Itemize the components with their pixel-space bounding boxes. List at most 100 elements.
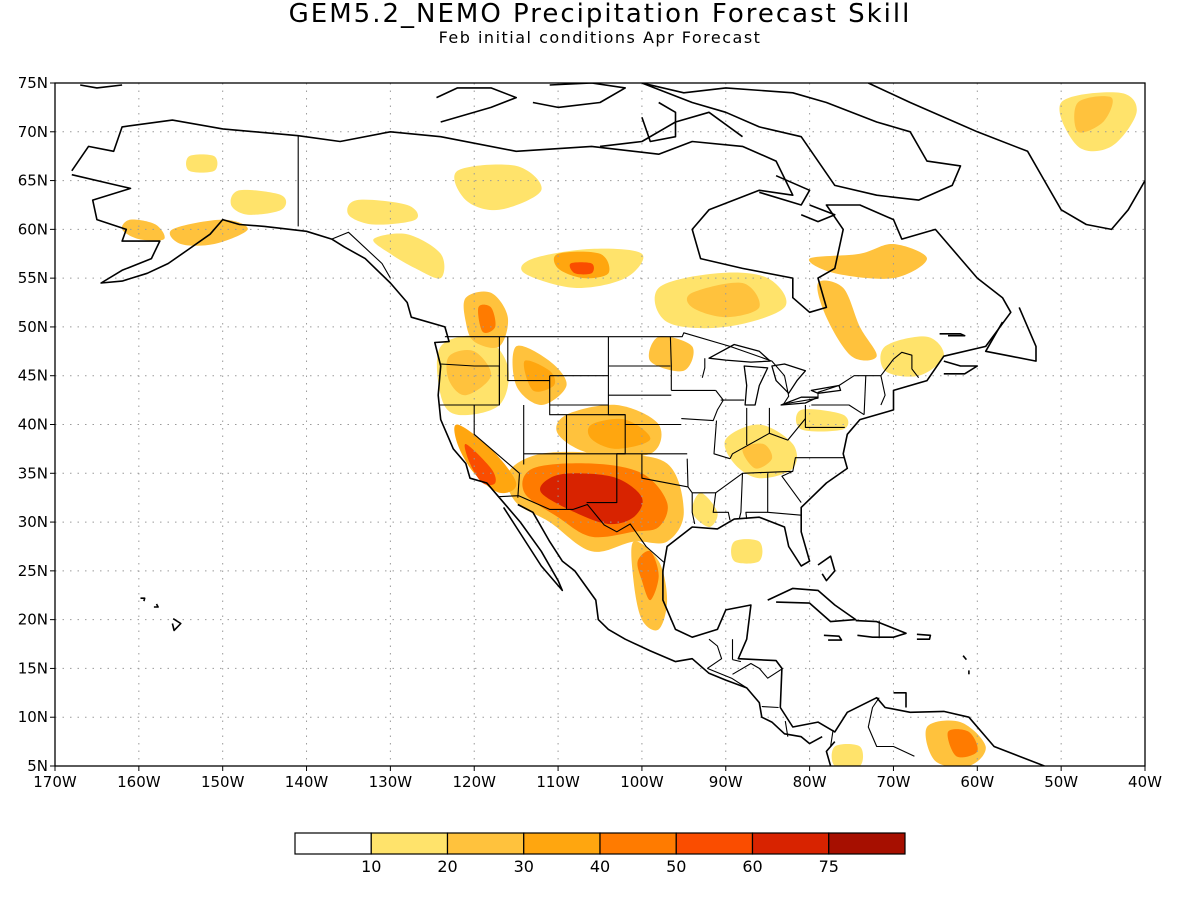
skill-region: [478, 304, 496, 334]
political-boundary: [863, 375, 867, 415]
colorbar-segment: [751, 832, 830, 855]
political-boundary: [738, 473, 744, 520]
political-boundary: [641, 453, 693, 494]
colorbar-segment: [294, 832, 372, 855]
political-boundary: [473, 405, 520, 474]
skill-region: [347, 199, 419, 225]
longitude-tick-label: 160W: [117, 773, 161, 791]
coastline: [817, 555, 836, 582]
skill-region: [742, 443, 773, 469]
political-boundary: [761, 705, 779, 709]
political-boundary: [549, 375, 568, 454]
latitude-tick-label: 70N: [18, 123, 48, 141]
skill-region: [817, 280, 877, 361]
political-boundary: [767, 511, 802, 516]
skill-region: [454, 424, 517, 494]
longitude-tick-label: 50W: [1044, 773, 1078, 791]
coastline: [825, 741, 836, 766]
political-boundary: [517, 473, 521, 498]
coastline: [80, 84, 123, 89]
great-lake-outline: [810, 384, 842, 394]
longitude-tick-label: 60W: [960, 773, 994, 791]
longitude-tick-label: 70W: [877, 773, 911, 791]
longitude-tick-label: 150W: [201, 773, 245, 791]
coastline: [71, 173, 501, 499]
political-boundary: [781, 470, 802, 503]
political-boundary: [830, 729, 834, 747]
coastline: [939, 332, 966, 337]
boundary-layer: [297, 135, 920, 757]
colorbar-label: 40: [590, 857, 610, 876]
political-boundary: [507, 336, 550, 382]
political-boundary: [732, 662, 784, 679]
colorbar-segment: [599, 832, 677, 855]
political-boundary: [867, 697, 915, 757]
coastline: [943, 360, 979, 375]
coastline: [71, 119, 1045, 766]
skill-region: [230, 189, 287, 215]
coastline: [517, 503, 823, 745]
latitude-tick-label: 50N: [18, 318, 48, 336]
political-boundary: [444, 332, 920, 405]
colorbar-label: 75: [819, 857, 839, 876]
latitude-tick-label: 75N: [18, 74, 48, 92]
latitude-tick-label: 55N: [18, 269, 48, 287]
skill-region: [121, 219, 165, 241]
latitude-tick-label: 5N: [27, 757, 48, 775]
great-lake-outline: [743, 365, 769, 406]
skill-region: [587, 418, 651, 449]
longitude-tick-label: 110W: [536, 773, 580, 791]
latitude-tick-label: 40N: [18, 416, 48, 434]
political-boundary: [811, 404, 865, 416]
colorbar-segment: [523, 832, 601, 855]
latitude-tick-label: 65N: [18, 172, 48, 190]
political-boundary: [804, 405, 845, 428]
coastline: [962, 655, 968, 661]
coastline: [171, 618, 182, 632]
longitude-tick-label: 130W: [369, 773, 413, 791]
coastline: [893, 691, 907, 708]
colorbar-label: 50: [666, 857, 686, 876]
page-subtitle: Feb initial conditions Apr Forecast: [438, 28, 762, 47]
longitude-axis: 170W 160W 150W 140W 130W 120W 110W 100W 90W 80W 70…: [33, 766, 1162, 791]
longitude-tick-label: 100W: [620, 773, 664, 791]
skill-region: [446, 350, 492, 396]
latitude-tick-label: 15N: [18, 659, 48, 677]
coastline: [759, 174, 811, 206]
colorbar-label: 20: [437, 857, 457, 876]
political-boundary: [880, 375, 886, 406]
coastline-layer: [71, 83, 1145, 766]
political-boundary: [331, 231, 391, 279]
longitude-tick-label: 170W: [33, 773, 77, 791]
skill-region: [523, 360, 556, 392]
colorbar-segment: [675, 832, 754, 855]
longitude-tick-label: 140W: [285, 773, 329, 791]
skill-region: [731, 539, 763, 564]
political-boundary: [713, 420, 731, 460]
coastline: [800, 204, 836, 223]
political-boundary: [669, 336, 672, 391]
coastline: [498, 497, 564, 592]
coastline: [153, 603, 159, 608]
longitude-tick-label: 120W: [452, 773, 496, 791]
page-title: GEM5.2_NEMO Precipitation Forecast Skill: [288, 0, 912, 29]
colorbar-segment: [446, 832, 525, 855]
longitude-tick-label: 40W: [1128, 773, 1162, 791]
skill-region: [186, 154, 218, 173]
skill-region: [373, 233, 445, 279]
latitude-tick-label: 10N: [18, 708, 48, 726]
skill-region: [947, 729, 978, 758]
longitude-tick-label: 90W: [709, 773, 743, 791]
great-lake-outline: [771, 363, 807, 394]
political-boundary: [701, 358, 706, 378]
latitude-tick-label: 45N: [18, 367, 48, 385]
coastline: [855, 619, 907, 639]
colorbar-label: 60: [742, 857, 762, 876]
political-boundary: [784, 721, 789, 737]
coastline: [140, 597, 146, 602]
skill-region: [795, 409, 849, 432]
colorbar-segment: [828, 832, 906, 855]
colorbar: 10 20 30 40 50 60 75: [294, 832, 906, 876]
skill-region: [1074, 96, 1113, 133]
